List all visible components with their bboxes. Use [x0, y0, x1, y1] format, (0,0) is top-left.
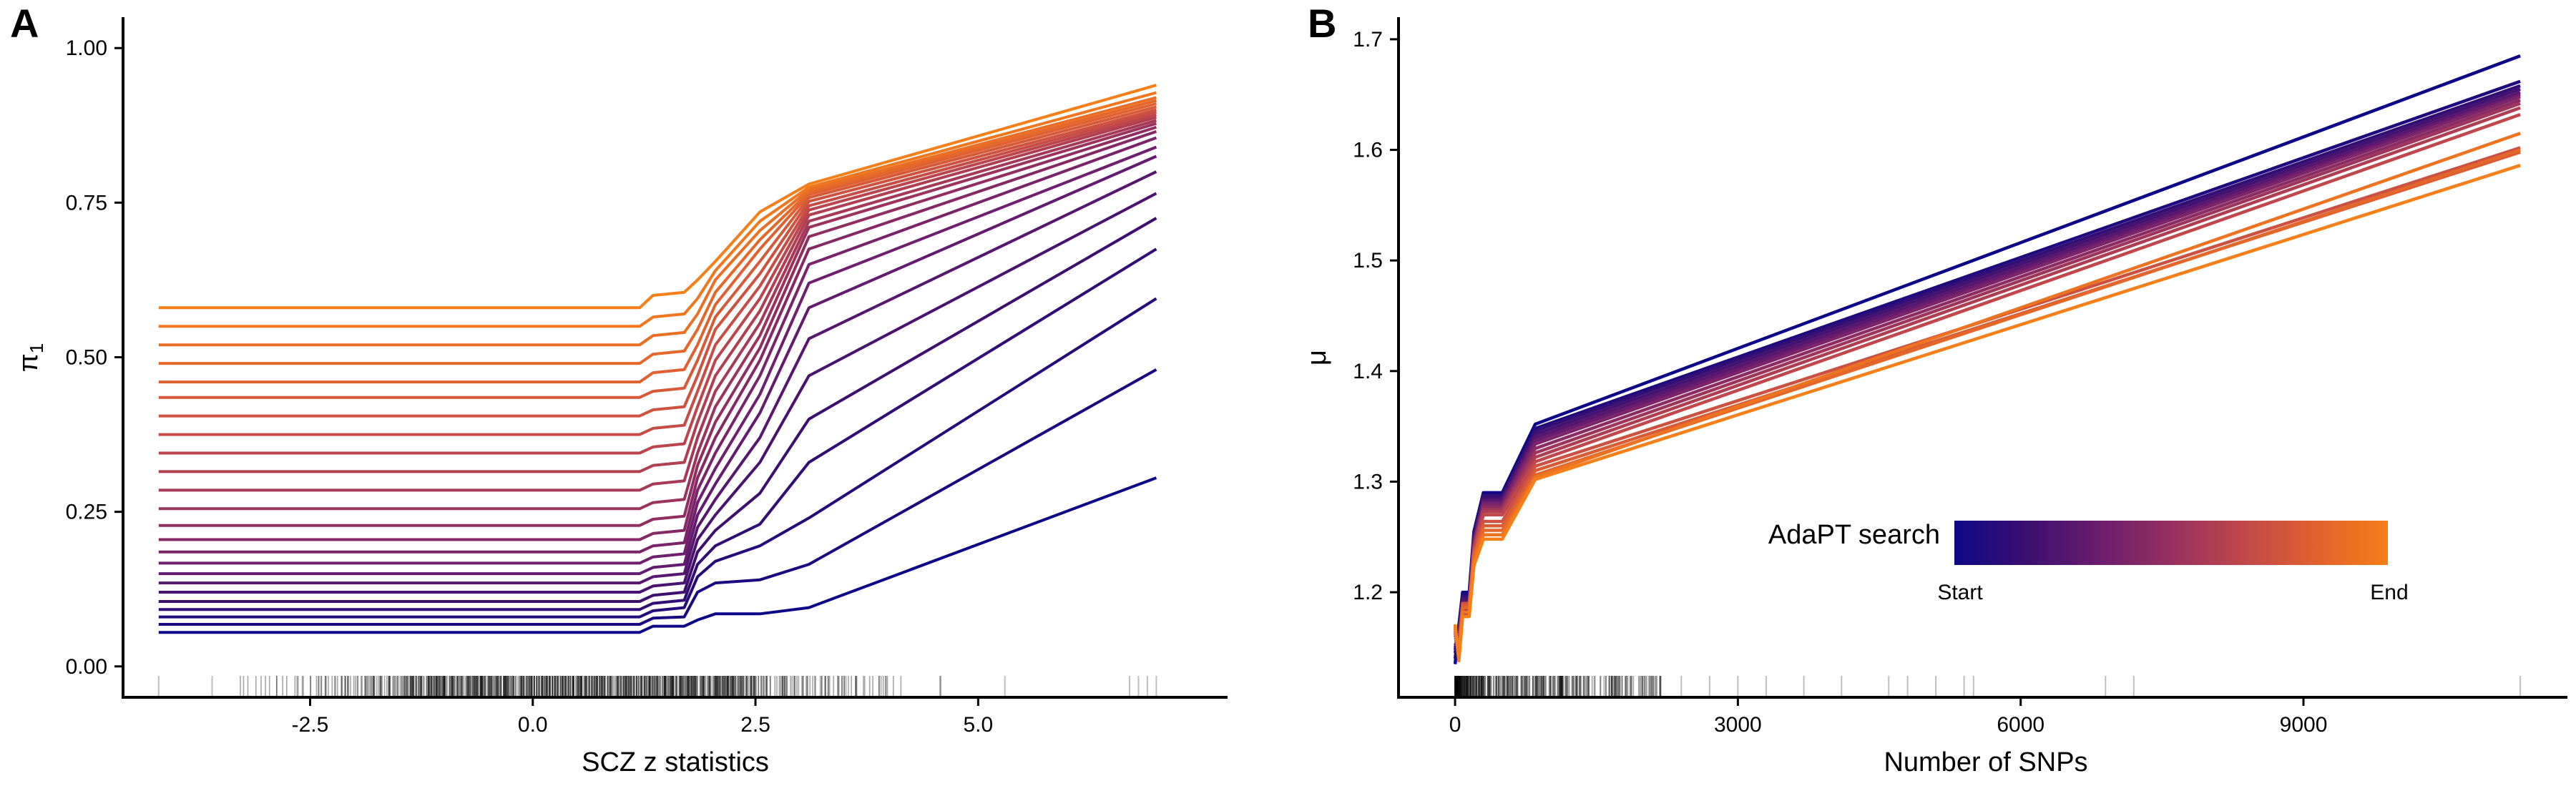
y-tick-label: 1.4: [1353, 360, 1383, 383]
series-line-16: [1453, 164, 2521, 663]
series-line-15: [158, 116, 1157, 473]
series-line-23: [158, 91, 1157, 328]
y-tick-label: 1.6: [1353, 139, 1383, 162]
series-line-4: [158, 247, 1157, 611]
y-tick-label: 0.00: [66, 655, 107, 679]
panel-a-y-ticks: 0.00 0.25 0.50 0.75 1.00: [66, 36, 123, 679]
x-tick-label: 0.0: [518, 713, 548, 737]
colorbar-end-label: End: [2370, 581, 2408, 604]
series-line-7: [158, 170, 1157, 585]
panel-a: A -2.5 0.0 2.5 5.0 0.00 0.25 0.50 0.75 1.00 SCZ…: [10, 1, 1228, 777]
series-line-24: [158, 84, 1157, 310]
y-tick-label: 1.3: [1353, 470, 1383, 493]
x-tick-label: 3000: [1714, 713, 1762, 737]
series-line-16: [158, 113, 1157, 455]
colorbar-gradient: [1954, 521, 2388, 565]
panel-b-series: [1453, 54, 2521, 664]
y-tick-label: 0.25: [66, 501, 107, 524]
panel-a-xlabel: SCZ z statistics: [582, 747, 769, 777]
panel-a-x-ticks: -2.5 0.0 2.5 5.0: [292, 697, 993, 737]
series-line-21: [158, 99, 1157, 365]
y-tick-label: 0.50: [66, 346, 107, 370]
colorbar-start-label: Start: [1937, 581, 1983, 604]
series-line-13: [158, 122, 1157, 511]
series-line-5: [158, 217, 1157, 603]
series-line-12: [158, 125, 1157, 527]
series-line-10: [158, 136, 1157, 554]
series-line-20: [158, 102, 1157, 384]
panel-a-ylabel-symbol: π: [14, 353, 44, 372]
x-tick-label: 0: [1449, 713, 1461, 737]
colorbar-title: AdaPT search: [1768, 520, 1940, 550]
series-line-17: [158, 111, 1157, 436]
series-line-18: [158, 108, 1157, 418]
y-tick-label: 1.7: [1353, 28, 1383, 51]
series-line-11: [1453, 112, 2521, 649]
series-line-6: [158, 192, 1157, 594]
series-line-2: [1453, 79, 2521, 659]
panel-b-y-ticks: 1.2 1.3 1.4 1.5 1.6 1.7: [1353, 28, 1399, 604]
panel-b: B 0 3000 6000 9000 1.2 1.3 1.4 1.5 1.6 1.7 Numbe…: [1302, 1, 2567, 777]
panel-a-series: [158, 84, 1157, 634]
panel-a-rug: [157, 676, 1157, 696]
panel-b-xlabel: Number of SNPs: [1884, 747, 2087, 777]
panel-a-letter: A: [10, 1, 39, 46]
series-line-9: [158, 145, 1157, 565]
series-line-8: [158, 154, 1157, 576]
series-line-14: [158, 119, 1157, 492]
panel-b-ylabel: μ: [1302, 350, 1332, 365]
panel-a-ylabel-subscript: 1: [26, 343, 47, 353]
series-line-11: [158, 130, 1157, 541]
panel-b-letter: B: [1308, 1, 1336, 46]
series-line-19: [158, 105, 1157, 399]
series-line-12: [1453, 146, 2521, 652]
x-tick-label: 5.0: [963, 713, 993, 737]
svg-text:μ: μ: [1302, 350, 1332, 365]
panel-a-ylabel: π1: [14, 343, 47, 373]
series-line-22: [158, 96, 1157, 347]
colorbar-legend: AdaPT search Start End: [1768, 520, 2409, 604]
x-tick-label: 2.5: [740, 713, 770, 737]
y-tick-label: 1.2: [1353, 581, 1383, 604]
series-line-1: [158, 476, 1157, 634]
x-tick-label: 9000: [2280, 713, 2328, 737]
y-tick-label: 1.5: [1353, 249, 1383, 272]
y-tick-label: 0.75: [66, 191, 107, 215]
series-line-2: [158, 368, 1157, 626]
panel-b-x-ticks: 0 3000 6000 9000: [1449, 697, 2328, 737]
y-tick-label: 1.00: [66, 36, 107, 60]
x-tick-label: 6000: [1997, 713, 2044, 737]
x-tick-label: -2.5: [292, 713, 329, 737]
series-line-4: [1453, 87, 2521, 650]
series-line-3: [158, 297, 1157, 619]
svg-text:π1: π1: [14, 343, 47, 373]
panel-b-rug: [1454, 676, 2522, 696]
